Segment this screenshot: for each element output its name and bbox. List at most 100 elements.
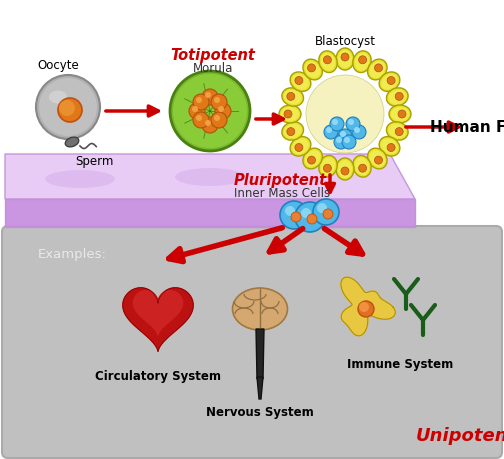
Circle shape [218,107,224,113]
Circle shape [323,210,333,219]
Ellipse shape [303,60,323,81]
Circle shape [196,98,202,104]
Circle shape [301,208,311,218]
Ellipse shape [336,159,354,180]
Ellipse shape [379,137,400,157]
Circle shape [341,168,349,176]
Ellipse shape [282,123,303,141]
Circle shape [193,95,209,111]
Circle shape [317,203,327,213]
Ellipse shape [45,171,115,189]
Ellipse shape [367,149,387,169]
Ellipse shape [355,54,369,71]
Circle shape [59,101,75,117]
Circle shape [313,200,339,225]
Ellipse shape [387,123,408,141]
Circle shape [358,302,374,317]
Circle shape [307,65,316,73]
Circle shape [342,136,356,150]
Text: Morula: Morula [193,62,233,75]
Circle shape [295,202,325,233]
Circle shape [374,65,383,73]
Ellipse shape [305,62,321,78]
Circle shape [202,118,218,134]
Circle shape [211,113,227,129]
Ellipse shape [369,151,385,168]
Ellipse shape [338,51,352,69]
Ellipse shape [367,60,387,81]
Ellipse shape [353,52,371,73]
Circle shape [39,79,97,137]
Ellipse shape [338,161,352,179]
Ellipse shape [369,62,385,78]
Circle shape [332,120,338,126]
Text: Inner Mass Cells: Inner Mass Cells [234,187,330,200]
Circle shape [387,144,395,152]
Text: Human Fetus: Human Fetus [430,120,504,135]
Text: Oocyte: Oocyte [37,59,79,72]
Polygon shape [257,377,263,399]
Circle shape [395,93,403,101]
Circle shape [359,165,366,173]
Circle shape [295,77,303,85]
Text: Nervous System: Nervous System [206,405,314,418]
Text: Unipotent: Unipotent [415,426,504,444]
Circle shape [387,77,395,85]
Circle shape [324,165,332,173]
Circle shape [338,130,352,144]
Ellipse shape [175,168,245,187]
Circle shape [334,136,348,150]
Ellipse shape [292,139,309,155]
Circle shape [398,111,406,119]
Ellipse shape [305,151,321,168]
Circle shape [284,111,292,119]
Circle shape [193,113,209,129]
Polygon shape [123,288,193,352]
Circle shape [330,118,344,132]
Circle shape [340,132,346,138]
Circle shape [192,107,198,113]
Text: Examples:: Examples: [38,247,107,260]
Ellipse shape [387,89,408,107]
Circle shape [189,104,205,120]
Circle shape [196,116,202,122]
Circle shape [211,95,227,111]
Ellipse shape [321,54,335,71]
Text: Totipotent: Totipotent [170,48,256,63]
Ellipse shape [319,52,337,73]
Ellipse shape [379,73,400,92]
Bar [0,0,504,230]
Circle shape [205,121,211,127]
Circle shape [170,72,250,151]
Circle shape [352,126,366,140]
Polygon shape [5,155,415,200]
Circle shape [326,128,332,134]
Circle shape [280,202,308,230]
Text: Immune System: Immune System [347,357,453,370]
Circle shape [307,214,317,224]
Text: Pluripotent: Pluripotent [233,173,327,188]
Polygon shape [5,200,415,228]
Ellipse shape [284,90,301,105]
Circle shape [173,75,247,149]
Circle shape [205,93,211,99]
Polygon shape [134,291,182,336]
Circle shape [36,76,100,140]
Circle shape [287,129,295,136]
Circle shape [202,90,218,106]
Circle shape [359,56,366,65]
Ellipse shape [353,156,371,178]
Ellipse shape [49,91,67,104]
Ellipse shape [321,158,335,176]
FancyBboxPatch shape [2,226,502,458]
Ellipse shape [389,90,406,105]
Ellipse shape [65,138,79,147]
Ellipse shape [290,73,311,92]
Circle shape [374,157,383,165]
Circle shape [214,98,220,104]
Circle shape [295,144,303,152]
Circle shape [291,213,301,223]
Circle shape [324,56,332,65]
Polygon shape [256,329,264,379]
Circle shape [344,138,350,144]
